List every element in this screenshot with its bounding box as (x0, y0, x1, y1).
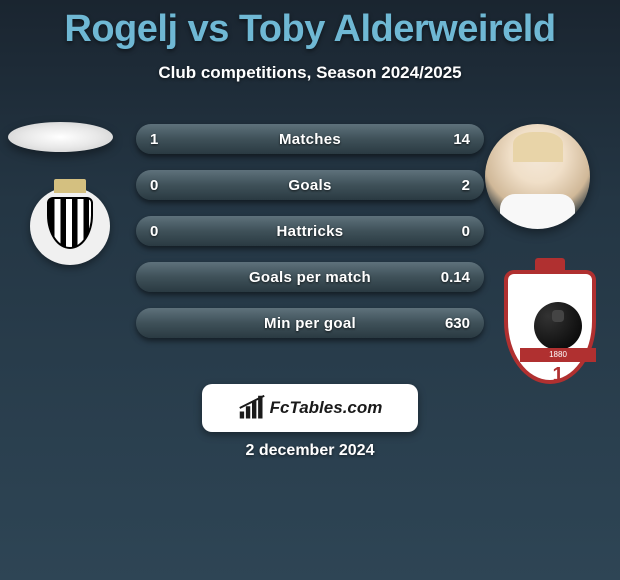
timestamp: 2 december 2024 (0, 442, 620, 460)
stat-label: Goals (136, 177, 484, 194)
club-left-badge (20, 175, 120, 265)
stat-label: Hattricks (136, 223, 484, 240)
source-badge: FcTables.com (202, 384, 418, 432)
crown-icon (54, 179, 86, 193)
stat-row: 1 Matches 14 (136, 124, 484, 154)
page-subtitle: Club competitions, Season 2024/2025 (0, 63, 620, 83)
source-brand-text: FcTables.com (270, 398, 383, 418)
club-right-badge: 1880 1 (500, 258, 600, 388)
club-right-year: 1880 (520, 348, 596, 362)
crown-icon (535, 258, 565, 270)
comparison-card: Rogelj vs Toby Alderweireld Club competi… (0, 0, 620, 580)
ball-icon (534, 302, 582, 350)
stat-label: Goals per match (136, 269, 484, 286)
player-right-avatar (485, 124, 590, 229)
stat-label: Min per goal (136, 315, 484, 332)
stat-row: 0 Hattricks 0 (136, 216, 484, 246)
shield-icon: 1880 1 (504, 270, 596, 384)
page-title: Rogelj vs Toby Alderweireld (0, 0, 620, 51)
stat-row: 0 Goals 2 (136, 170, 484, 200)
club-right-number: 1 (508, 364, 608, 387)
player-left-avatar (8, 122, 113, 152)
bar-chart-icon (238, 395, 266, 421)
stat-label: Matches (136, 131, 484, 148)
stat-row: Goals per match 0.14 (136, 262, 484, 292)
stats-panel: 1 Matches 14 0 Goals 2 0 Hattricks 0 Goa… (136, 124, 484, 354)
stat-row: Min per goal 630 (136, 308, 484, 338)
